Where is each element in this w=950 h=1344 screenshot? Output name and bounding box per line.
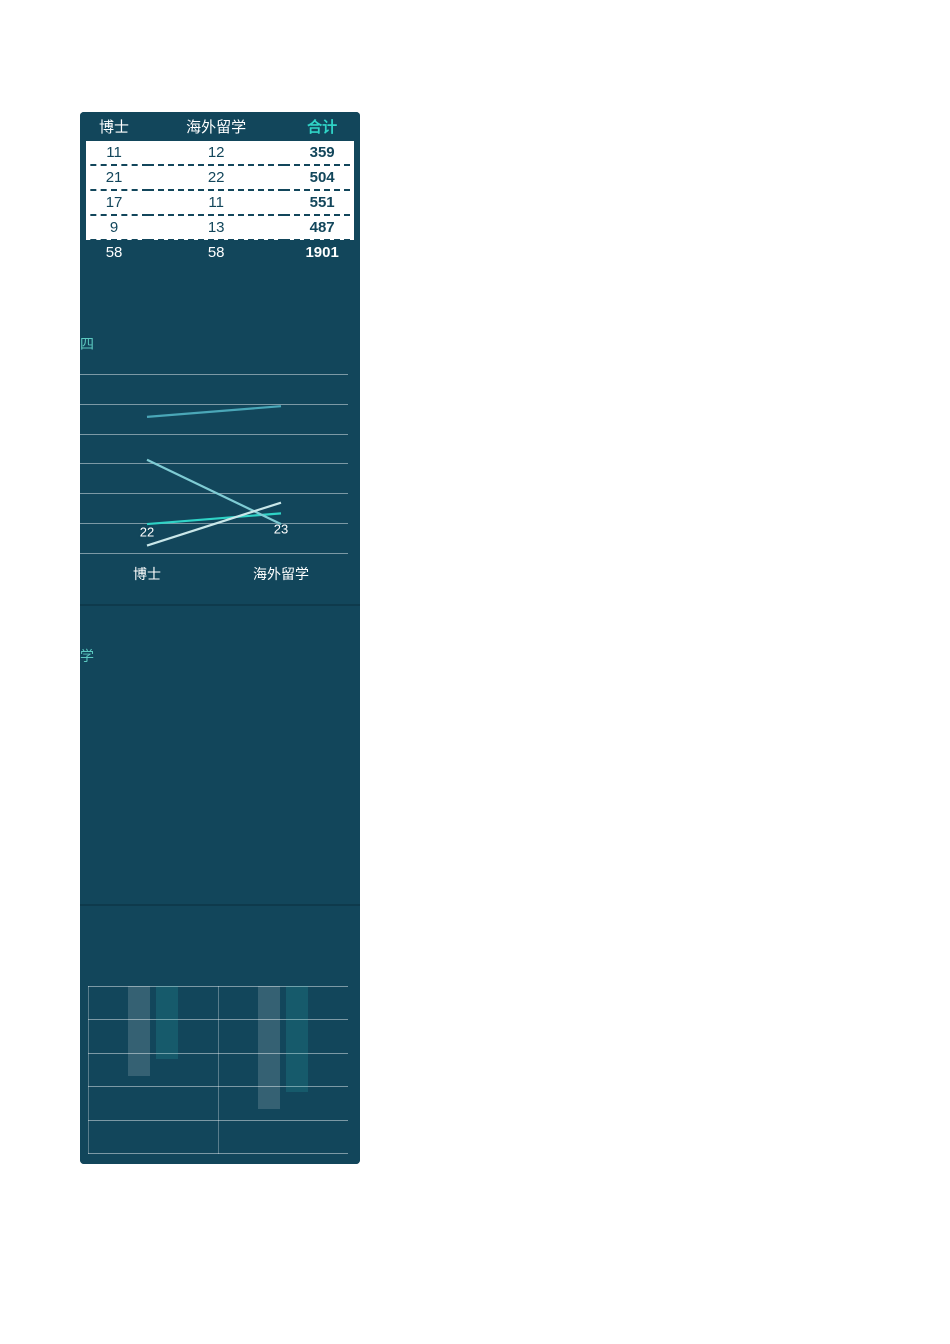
line-chart-svg [80, 374, 348, 642]
xaxis-label: 海外留学 [214, 564, 348, 584]
bar [286, 986, 308, 1092]
table-row: 9 13 487 [80, 215, 360, 240]
bar-group [218, 986, 348, 1154]
bar [128, 986, 150, 1076]
cell: 13 [148, 215, 284, 240]
pie-panel-title: 学 [80, 646, 94, 666]
cell: 9 [80, 215, 148, 240]
bar-chart-columns [88, 986, 348, 1154]
cell-total: 551 [284, 190, 360, 215]
table-row: 17 11 551 [80, 190, 360, 215]
cell: 21 [80, 165, 148, 190]
summary-table: 博士 海外留学 合计 11 12 359 21 22 504 17 [80, 112, 360, 264]
bar [156, 986, 178, 1059]
col-header-total: 合计 [284, 112, 360, 141]
col-header: 博士 [80, 112, 148, 141]
table-totals-row: 58 58 1901 [80, 240, 360, 264]
cell: 17 [80, 190, 148, 215]
cell: 12 [148, 141, 284, 165]
bar-chart [80, 904, 360, 1164]
cell: 22 [148, 165, 284, 190]
cell-total: 359 [284, 141, 360, 165]
pie-panel: 学 [80, 604, 360, 904]
line-chart: 四 22 23 博士 海外留学 [80, 264, 360, 604]
bar [258, 986, 280, 1109]
cell-total: 487 [284, 215, 360, 240]
table-row: 21 22 504 [80, 165, 360, 190]
report-card: 博士 海外留学 合计 11 12 359 21 22 504 17 [80, 112, 360, 1164]
table-header-row: 博士 海外留学 合计 [80, 112, 360, 141]
cell-total: 1901 [284, 240, 360, 264]
cell: 58 [80, 240, 148, 264]
col-header: 海外留学 [148, 112, 284, 141]
xaxis-label: 博士 [80, 564, 214, 584]
line-chart-ytitle: 四 [80, 334, 94, 354]
table-wrap: 博士 海外留学 合计 11 12 359 21 22 504 17 [80, 112, 360, 264]
cell: 11 [148, 190, 284, 215]
table-row: 11 12 359 [80, 141, 360, 165]
cell: 11 [80, 141, 148, 165]
bar-group [88, 986, 218, 1154]
line-chart-plot: 22 23 [80, 374, 348, 554]
line-chart-xaxis: 博士 海外留学 [80, 564, 348, 584]
bar-chart-plot [88, 986, 348, 1154]
cell-total: 504 [284, 165, 360, 190]
cell: 58 [148, 240, 284, 264]
